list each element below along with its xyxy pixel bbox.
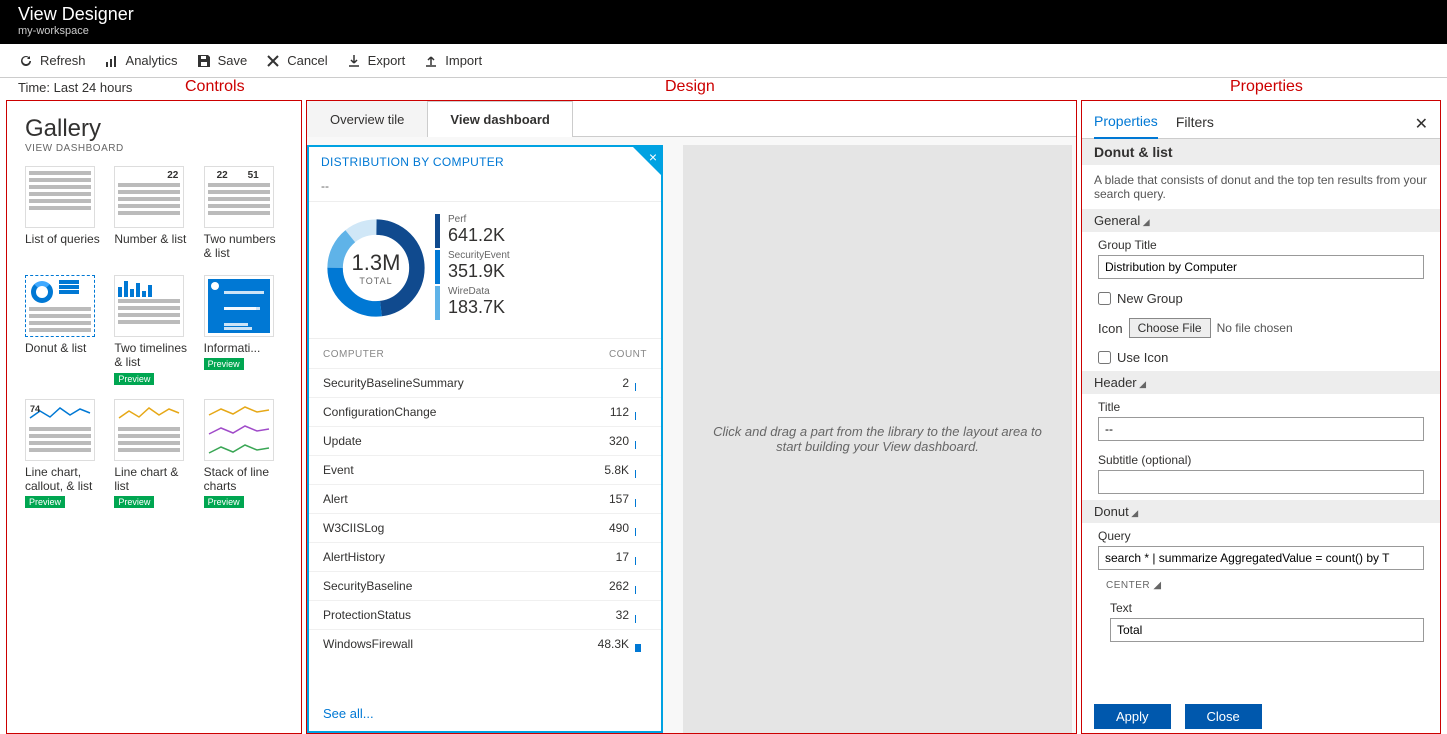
save-button[interactable]: Save	[196, 53, 248, 69]
gallery-item[interactable]: Informati... Preview	[204, 275, 283, 385]
gallery-item[interactable]: Donut & list	[25, 275, 104, 385]
legend-item: SecurityEvent351.9K	[435, 250, 661, 284]
table-row[interactable]: AlertHistory17	[309, 542, 661, 571]
use-icon-checkbox[interactable]	[1098, 351, 1111, 364]
gallery-item-label: List of queries	[25, 232, 104, 246]
annotation-properties: Properties	[1230, 78, 1303, 96]
list-header: COMPUTER COUNT	[309, 339, 661, 368]
tile-close-icon[interactable]	[633, 147, 661, 175]
analytics-icon	[104, 53, 120, 69]
annotation-controls: Controls	[185, 78, 245, 96]
gallery-item-label: Stack of line charts	[204, 465, 283, 494]
header-title-input[interactable]	[1098, 417, 1424, 441]
app-header: View Designer my-workspace	[0, 0, 1447, 44]
export-icon	[346, 53, 362, 69]
tile-subtitle: --	[309, 177, 661, 202]
gallery-item-label: Line chart & list	[114, 465, 193, 494]
tab-properties[interactable]: Properties	[1094, 109, 1158, 139]
center-subheader[interactable]: CENTER ◢	[1082, 576, 1440, 595]
gallery-item-label: Number & list	[114, 232, 193, 246]
export-button[interactable]: Export	[346, 53, 406, 69]
preview-badge: Preview	[204, 358, 244, 370]
group-title-input[interactable]	[1098, 255, 1424, 279]
donut-chart: 1.3M TOTAL	[317, 214, 435, 322]
new-group-checkbox[interactable]	[1098, 292, 1111, 305]
see-all-link[interactable]: See all...	[309, 696, 661, 731]
table-row[interactable]: SecurityBaseline262	[309, 571, 661, 600]
gallery-item[interactable]: Line chart & list Preview	[114, 399, 193, 509]
gallery-item-label: Two timelines & list	[114, 341, 193, 370]
donut-center-label: TOTAL	[352, 276, 401, 286]
annotation-design: Design	[665, 78, 715, 96]
app-title: View Designer	[18, 4, 1429, 25]
refresh-icon	[18, 53, 34, 69]
gallery-item[interactable]: Two timelines & list Preview	[114, 275, 193, 385]
section-header[interactable]: Header	[1082, 371, 1440, 394]
design-panel: Overview tile View dashboard DISTRIBUTIO…	[306, 100, 1077, 734]
table-row[interactable]: Alert157	[309, 484, 661, 513]
tile-title: DISTRIBUTION BY COMPUTER	[309, 147, 661, 177]
table-row[interactable]: ConfigurationChange112	[309, 397, 661, 426]
table-row[interactable]: WindowsFirewall48.3K	[309, 629, 661, 658]
section-general[interactable]: General	[1082, 209, 1440, 232]
refresh-button[interactable]: Refresh	[18, 53, 86, 69]
gallery-subtitle: VIEW DASHBOARD	[25, 143, 283, 154]
icon-label: Icon	[1098, 321, 1123, 336]
legend-item: Perf641.2K	[435, 214, 661, 248]
center-text-input[interactable]	[1110, 618, 1424, 642]
table-row[interactable]: Event5.8K	[309, 455, 661, 484]
properties-panel: Properties Filters ✕ Donut & list A blad…	[1081, 100, 1441, 734]
cancel-icon	[265, 53, 281, 69]
apply-button[interactable]: Apply	[1094, 704, 1171, 729]
analytics-button[interactable]: Analytics	[104, 53, 178, 69]
props-section-title: Donut & list	[1082, 139, 1440, 165]
gallery-title: Gallery	[25, 115, 283, 143]
gallery-item[interactable]: Stack of line charts Preview	[204, 399, 283, 509]
choose-file-button[interactable]: Choose File	[1129, 318, 1211, 338]
time-range[interactable]: Time: Last 24 hours	[18, 80, 132, 95]
import-button[interactable]: Import	[423, 53, 482, 69]
gallery-panel: Gallery VIEW DASHBOARD List of queries 22…	[6, 100, 302, 734]
section-donut[interactable]: Donut	[1082, 500, 1440, 523]
donut-legend: Perf641.2KSecurityEvent351.9KWireData183…	[435, 214, 661, 322]
cancel-button[interactable]: Cancel	[265, 53, 327, 69]
gallery-item-label: Informati...	[204, 341, 283, 355]
tab-filters[interactable]: Filters	[1176, 110, 1214, 138]
donut-query-input[interactable]	[1098, 546, 1424, 570]
save-icon	[196, 53, 212, 69]
donut-center-value: 1.3M	[352, 250, 401, 276]
gallery-item[interactable]: 22Number & list	[114, 166, 193, 261]
table-row[interactable]: SecurityBaselineSummary2	[309, 368, 661, 397]
preview-badge: Preview	[204, 496, 244, 508]
legend-item: WireData183.7K	[435, 286, 661, 320]
group-title-label: Group Title	[1098, 238, 1424, 252]
header-subtitle-input[interactable]	[1098, 470, 1424, 494]
props-description: A blade that consists of donut and the t…	[1082, 165, 1440, 209]
preview-badge: Preview	[25, 496, 65, 508]
design-tabs: Overview tile View dashboard	[307, 101, 1076, 137]
layout-drop-area[interactable]: Click and drag a part from the library t…	[683, 145, 1072, 733]
table-row[interactable]: Update320	[309, 426, 661, 455]
workspace-name: my-workspace	[18, 25, 1429, 37]
table-row[interactable]: W3CIISLog490	[309, 513, 661, 542]
tab-overview-tile[interactable]: Overview tile	[307, 101, 427, 137]
table-row[interactable]: ProtectionStatus32	[309, 600, 661, 629]
gallery-item[interactable]: 74Line chart, callout, & listPreview	[25, 399, 104, 509]
preview-badge: Preview	[114, 496, 154, 508]
gallery-item-label: Two numbers & list	[204, 232, 283, 261]
no-file-text: No file chosen	[1217, 321, 1293, 335]
import-icon	[423, 53, 439, 69]
gallery-item[interactable]: List of queries	[25, 166, 104, 261]
gallery-item-label: Line chart, callout, & list	[25, 465, 104, 494]
gallery-item-label: Donut & list	[25, 341, 104, 355]
toolbar: Refresh Analytics Save Cancel Export Imp…	[0, 44, 1447, 78]
tab-view-dashboard[interactable]: View dashboard	[427, 101, 572, 137]
close-button[interactable]: Close	[1185, 704, 1262, 729]
preview-badge: Preview	[114, 373, 154, 385]
gallery-item[interactable]: 2251Two numbers & list	[204, 166, 283, 261]
region-labels: Time: Last 24 hours Controls Design Prop…	[0, 78, 1447, 100]
close-icon[interactable]: ✕	[1415, 114, 1428, 134]
donut-list-tile[interactable]: DISTRIBUTION BY COMPUTER -- 1.3M TOTAL	[307, 145, 663, 733]
